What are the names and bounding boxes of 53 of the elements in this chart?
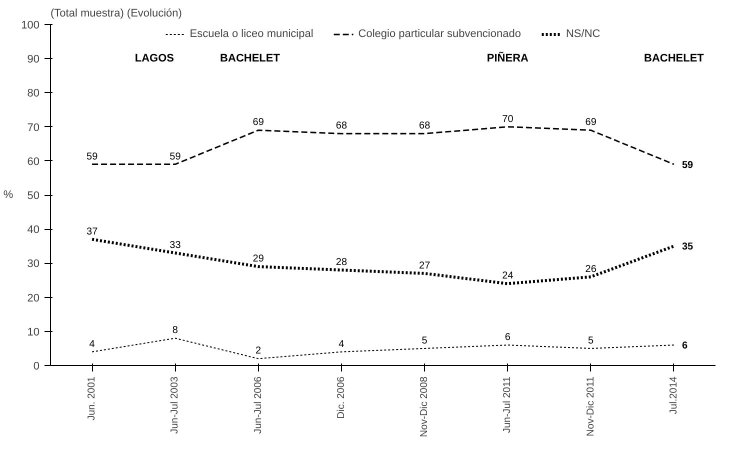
y-tick-label: 80: [27, 88, 40, 100]
annotation: PIÑERA: [486, 52, 529, 65]
data-label: 33: [170, 240, 182, 251]
x-tick-label: Nov-Dic 2008: [419, 376, 430, 438]
data-label: 4: [338, 338, 345, 350]
legend-label: Escuela o liceo municipal: [190, 28, 314, 40]
x-tick-label: Jun-Jul 2003: [170, 376, 181, 434]
data-label: 59: [86, 151, 98, 162]
data-label: 68: [419, 120, 431, 132]
y-tick-label: 50: [27, 190, 40, 202]
data-label: 28: [336, 257, 348, 268]
data-label: 24: [502, 270, 514, 282]
chart-title: (Total muestra) (Evolución): [50, 8, 182, 20]
legend-label: NS/NC: [566, 28, 600, 40]
data-label: 6: [682, 340, 688, 352]
data-label: 70: [502, 114, 514, 125]
data-label: 4: [89, 338, 96, 350]
y-axis-title: %: [3, 189, 14, 201]
y-tick-label: 90: [27, 54, 40, 66]
data-label: 5: [422, 335, 428, 346]
data-label: 59: [170, 151, 182, 162]
y-tick-label: 60: [27, 156, 40, 168]
x-tick-label: Jul.2014: [668, 376, 680, 414]
data-label: 68: [336, 120, 348, 132]
x-tick-label: Dic. 2006: [336, 376, 347, 419]
data-label: 59: [682, 160, 694, 171]
data-label: 37: [86, 226, 98, 238]
y-tick-label: 0: [33, 360, 40, 372]
data-label: 29: [252, 254, 264, 265]
data-label: 27: [419, 260, 431, 272]
y-tick-label: 10: [27, 326, 40, 338]
y-tick-label: 40: [27, 224, 40, 236]
y-tick-label: 30: [27, 258, 40, 270]
y-tick-label: 70: [27, 122, 40, 134]
data-label: 69: [252, 117, 264, 128]
legend-label: Colegio particular subvencionado: [358, 28, 521, 40]
y-tick-label: 100: [21, 20, 40, 32]
annotation: BACHELET: [644, 52, 704, 65]
x-tick-label: Jun-Jul 2011: [502, 376, 514, 434]
data-label: 5: [588, 335, 594, 346]
data-label: 26: [585, 264, 597, 275]
x-tick-label: Jun. 2001: [86, 376, 98, 420]
data-label: 8: [172, 325, 178, 336]
data-label: 69: [585, 117, 597, 128]
x-tick-label: Jun-Jul 2006: [252, 376, 264, 434]
annotation: BACHELET: [220, 52, 280, 65]
x-tick-label: Nov-Dic 2011: [585, 376, 596, 436]
annotation: LAGOS: [134, 52, 174, 65]
y-tick-label: 20: [27, 292, 40, 304]
data-label: 35: [682, 242, 694, 253]
data-label: 6: [504, 332, 511, 344]
line-series: [90, 238, 676, 286]
data-label: 2: [256, 346, 262, 357]
